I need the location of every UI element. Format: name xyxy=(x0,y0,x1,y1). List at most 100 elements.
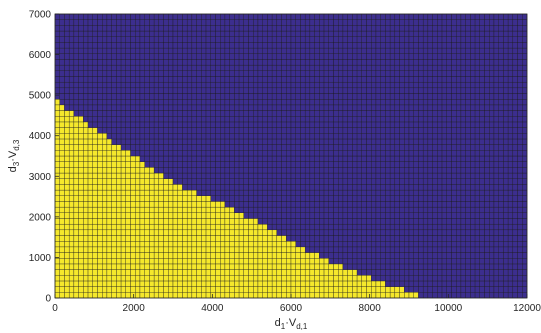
heatmap-cell xyxy=(182,212,188,219)
heatmap-cell xyxy=(489,133,495,140)
heatmap-cell xyxy=(238,127,244,134)
heatmap-cell xyxy=(304,13,311,20)
heatmap-cell xyxy=(474,127,480,134)
heatmap-cell xyxy=(493,292,499,299)
heatmap-cell xyxy=(328,258,334,265)
heatmap-cell xyxy=(507,161,514,168)
heatmap-cell xyxy=(309,138,315,145)
heatmap-cell xyxy=(503,25,509,32)
heatmap-cell xyxy=(498,206,504,213)
heatmap-cell xyxy=(111,155,117,162)
heatmap-cell xyxy=(102,70,108,77)
heatmap-cell xyxy=(92,70,98,77)
heatmap-cell xyxy=(253,53,259,60)
heatmap-cell xyxy=(446,172,452,179)
heatmap-cell xyxy=(102,269,108,276)
heatmap-cell xyxy=(177,42,183,49)
heatmap-cell xyxy=(479,19,485,26)
heatmap-cell xyxy=(342,121,348,128)
heatmap-cell xyxy=(352,42,358,49)
heatmap-cell xyxy=(507,76,514,83)
heatmap-cell xyxy=(271,133,278,140)
heatmap-cell xyxy=(474,184,480,191)
heatmap-cell xyxy=(465,133,471,140)
heatmap-cell xyxy=(106,138,112,145)
heatmap-cell xyxy=(300,104,306,111)
heatmap-cell xyxy=(394,133,400,140)
heatmap-cell xyxy=(182,258,188,265)
heatmap-cell xyxy=(295,133,301,140)
heatmap-cell xyxy=(394,292,400,299)
heatmap-cell xyxy=(413,161,419,168)
heatmap-cell xyxy=(248,104,254,111)
heatmap-cell xyxy=(220,133,226,140)
heatmap-cell xyxy=(267,19,273,26)
heatmap-cell xyxy=(153,280,160,287)
heatmap-cell xyxy=(399,53,405,60)
heatmap-cell xyxy=(182,99,188,106)
heatmap-cell xyxy=(229,133,235,140)
heatmap-cell xyxy=(408,93,414,100)
heatmap-cell xyxy=(507,241,514,248)
heatmap-cell xyxy=(290,223,296,231)
heatmap-cell xyxy=(248,110,254,117)
heatmap-cell xyxy=(158,241,164,248)
heatmap-cell xyxy=(59,223,65,231)
heatmap-cell xyxy=(248,116,254,123)
heatmap-cell xyxy=(205,286,211,293)
heatmap-cell xyxy=(441,161,447,168)
heatmap-cell xyxy=(493,286,499,293)
heatmap-cell xyxy=(172,64,178,71)
heatmap-cell xyxy=(342,76,348,83)
heatmap-cell xyxy=(418,150,424,157)
heatmap-cell xyxy=(210,269,216,276)
heatmap-cell xyxy=(441,121,447,128)
heatmap-cell xyxy=(59,184,65,191)
heatmap-cell xyxy=(465,246,471,253)
heatmap-cell xyxy=(139,223,145,231)
heatmap-cell xyxy=(522,275,528,282)
heatmap-cell xyxy=(172,241,178,248)
heatmap-cell xyxy=(456,218,462,225)
heatmap-cell xyxy=(172,19,178,26)
heatmap-cell xyxy=(168,252,174,259)
heatmap-cell xyxy=(470,127,476,134)
heatmap-cell xyxy=(460,252,466,259)
heatmap-cell xyxy=(507,93,514,100)
heatmap-cell xyxy=(356,269,362,276)
heatmap-cell xyxy=(522,133,528,140)
heatmap-cell xyxy=(432,144,438,151)
heatmap-cell xyxy=(389,172,396,179)
heatmap-cell xyxy=(144,64,150,71)
heatmap-cell xyxy=(177,87,183,94)
heatmap-cell xyxy=(262,87,268,94)
heatmap-cell xyxy=(224,36,230,43)
heatmap-cell xyxy=(465,19,471,26)
heatmap-cell xyxy=(470,269,476,276)
heatmap-cell xyxy=(177,206,183,213)
heatmap-cell xyxy=(460,127,466,134)
heatmap-cell xyxy=(484,235,490,242)
heatmap-cell xyxy=(78,144,84,151)
heatmap-cell xyxy=(512,81,518,89)
heatmap-cell xyxy=(92,172,98,179)
heatmap-cell xyxy=(68,155,75,162)
heatmap-cell xyxy=(493,258,499,265)
heatmap-cell xyxy=(380,36,386,43)
heatmap-cell xyxy=(271,144,278,151)
heatmap-cell xyxy=(262,104,268,111)
heatmap-cell xyxy=(309,229,315,236)
heatmap-cell xyxy=(177,223,183,231)
heatmap-cell xyxy=(304,53,311,60)
heatmap-cell xyxy=(300,178,306,185)
heatmap-cell xyxy=(319,218,325,225)
heatmap-cell xyxy=(394,93,400,100)
heatmap-cell xyxy=(366,116,372,123)
heatmap-cell xyxy=(338,286,344,293)
heatmap-cell xyxy=(422,201,429,208)
heatmap-cell xyxy=(87,127,93,134)
heatmap-cell xyxy=(507,19,514,26)
heatmap-cell xyxy=(116,70,122,77)
heatmap-cell xyxy=(220,127,226,134)
heatmap-cell xyxy=(441,252,447,259)
